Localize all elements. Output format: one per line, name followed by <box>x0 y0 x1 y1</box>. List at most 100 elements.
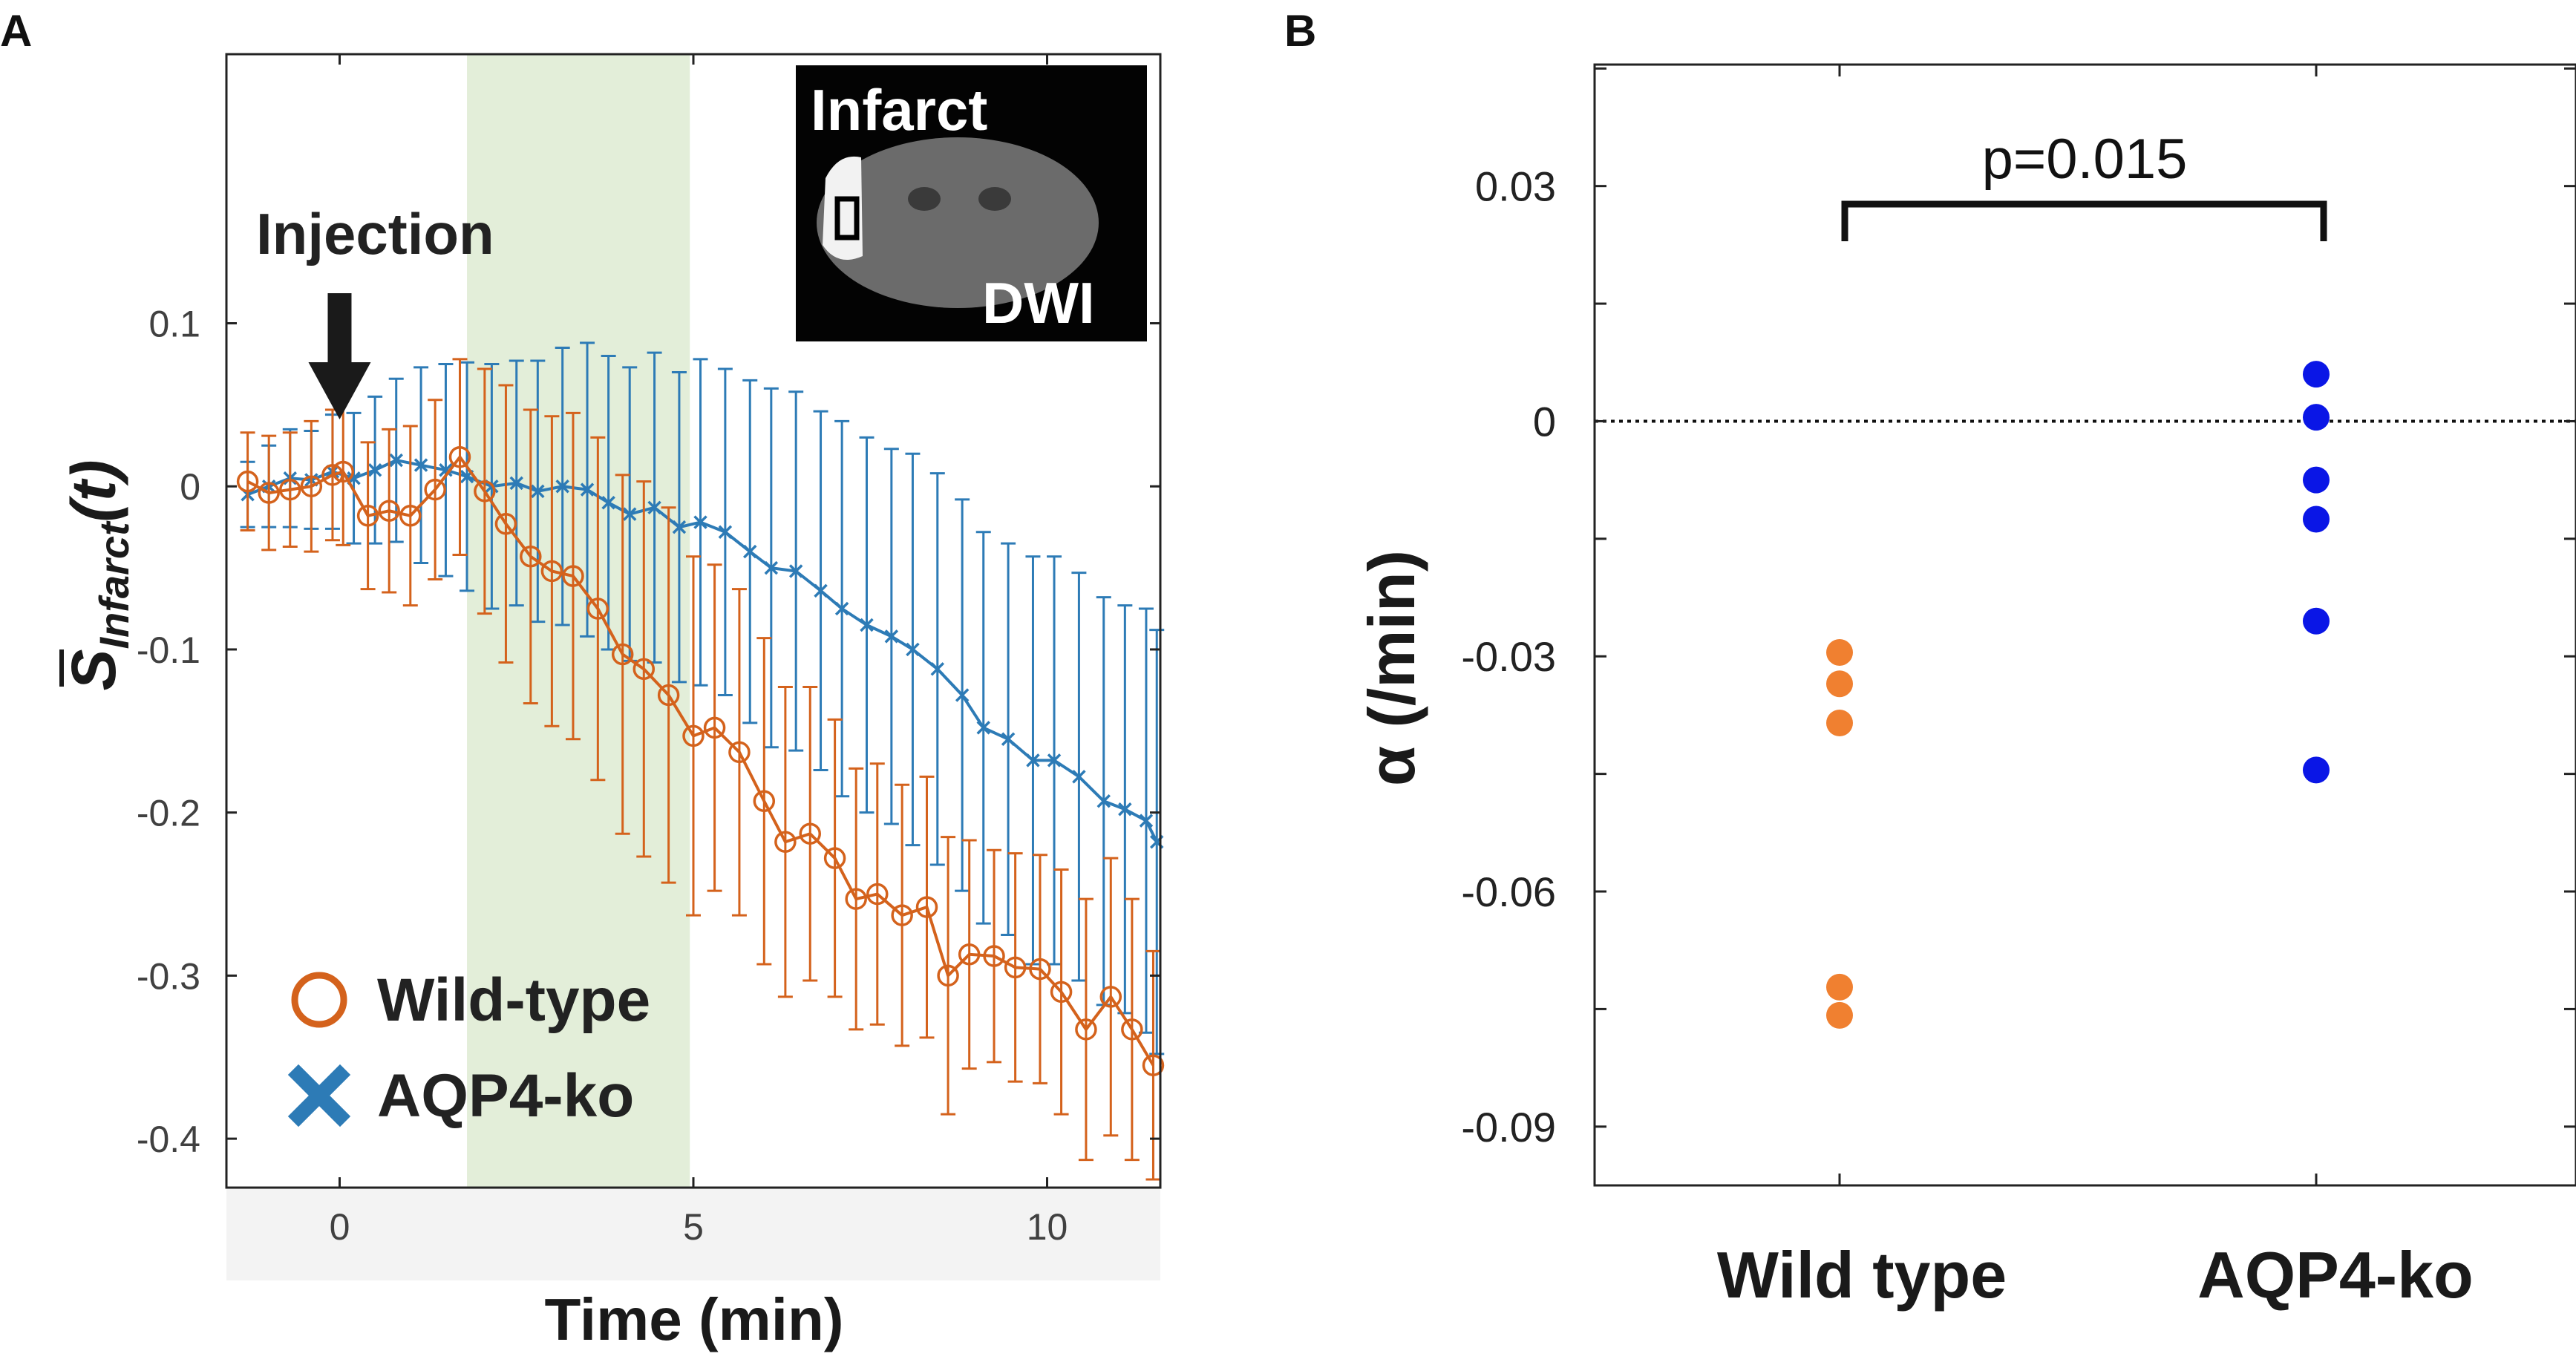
arrow-shaft <box>327 293 352 364</box>
data-point <box>1075 1018 1097 1041</box>
injection-label: Injection <box>256 201 494 266</box>
data-point <box>555 479 569 494</box>
x-tick-label: 0 <box>330 1206 350 1248</box>
data-point <box>1099 986 1122 1008</box>
data-point <box>1826 670 1853 698</box>
data-point <box>439 463 453 477</box>
y-axis-label-suffix: (t) <box>59 459 128 522</box>
series-aqp4-ko <box>240 341 1165 1056</box>
data-point <box>236 470 259 493</box>
injection-arrow <box>308 293 371 419</box>
panel-b-label: B <box>1284 6 1316 56</box>
data-point <box>424 478 446 501</box>
data-point <box>399 505 422 527</box>
legend-marker-wild-type <box>291 972 347 1028</box>
injection-window-shade <box>467 54 690 1188</box>
category-label-wild-type: Wild type <box>1717 1238 2007 1312</box>
data-point <box>657 684 680 707</box>
data-point <box>509 476 523 491</box>
data-point <box>915 896 938 918</box>
y-tick-label: -0.03 <box>1461 633 1556 680</box>
data-point <box>860 618 874 632</box>
data-point <box>2303 607 2330 635</box>
data-point <box>955 688 970 702</box>
brain-ventricle <box>908 187 941 211</box>
data-point <box>983 945 1005 967</box>
y-tick-label: -0.3 <box>137 955 200 997</box>
series-wild-type <box>236 358 1165 1181</box>
y-tick-label: -0.4 <box>137 1119 200 1160</box>
data-point <box>1826 709 1853 736</box>
data-point <box>367 463 382 477</box>
data-point <box>891 904 913 926</box>
brain-ventricle <box>978 187 1011 211</box>
data-point <box>788 564 803 578</box>
data-point <box>1826 638 1853 666</box>
dwi-inset: Infarct DWI <box>796 65 1147 341</box>
data-point <box>1826 1001 1853 1029</box>
data-point <box>1096 794 1111 808</box>
chart-a: 0.1 0 -0.1 -0.2 -0.3 -0.4 0 5 10 Infarct DWI Inj… <box>59 53 1165 1352</box>
legend-marker-aqp4-ko <box>287 1064 351 1128</box>
data-point <box>300 475 323 497</box>
bracket-line <box>1841 200 2327 241</box>
data-point <box>693 515 707 529</box>
x-tick-label: 5 <box>683 1206 704 1248</box>
data-point <box>703 716 726 739</box>
data-point <box>562 565 584 587</box>
y-tick-label: -0.1 <box>137 629 200 671</box>
data-point <box>332 460 354 483</box>
data-point <box>258 482 280 504</box>
data-point <box>622 507 637 521</box>
data-point <box>1026 753 1040 768</box>
data-point <box>601 495 615 510</box>
data-point <box>2303 466 2330 494</box>
y-axis-label: SInfarct(t) <box>59 459 137 690</box>
data-point <box>799 822 821 845</box>
data-point <box>580 482 595 497</box>
data-point <box>1072 770 1086 784</box>
y-tick-label: -0.2 <box>137 793 200 834</box>
y-axis-label: α (/min) <box>1355 550 1428 786</box>
data-point <box>1004 956 1027 979</box>
chart-b: 0.03 0 -0.03 -0.06 -0.09 p=0.015 Wild type A… <box>1355 63 2576 1312</box>
data-point <box>321 464 344 486</box>
y-axis-label-main: S <box>59 649 128 691</box>
data-point <box>906 642 920 657</box>
data-point <box>2303 361 2330 388</box>
x-axis-band <box>226 1188 1160 1280</box>
data-point <box>672 520 687 534</box>
y-tick-label: -0.09 <box>1461 1104 1556 1151</box>
y-tick-label: 0 <box>1533 398 1556 445</box>
infarct-region <box>823 156 863 260</box>
data-point <box>774 831 797 853</box>
data-point <box>2303 404 2330 431</box>
data-point <box>448 445 471 468</box>
data-point <box>1826 973 1853 1001</box>
data-point <box>728 741 751 764</box>
series-aqp4-ko <box>2303 361 2330 784</box>
data-point <box>1047 753 1062 768</box>
data-point <box>540 560 563 583</box>
data-point <box>743 544 757 559</box>
data-point <box>494 513 517 535</box>
data-point <box>413 458 428 472</box>
data-point <box>279 478 301 501</box>
data-point <box>378 500 400 522</box>
data-point <box>930 662 945 676</box>
data-point <box>937 964 959 987</box>
y-tick-label: -0.06 <box>1461 868 1556 915</box>
y-tick-label: 0.1 <box>148 304 200 345</box>
data-point <box>823 847 846 869</box>
data-point <box>1029 958 1051 981</box>
arrow-head <box>308 362 371 419</box>
data-point <box>753 790 776 813</box>
data-point <box>1118 802 1132 816</box>
data-point <box>1001 732 1016 747</box>
data-point <box>718 525 733 539</box>
significance-bracket: p=0.015 <box>1841 128 2327 241</box>
svg-text:SInfarct(t): SInfarct(t) <box>59 459 137 690</box>
data-point <box>958 943 981 966</box>
data-point <box>834 601 849 616</box>
roi-box <box>834 196 860 240</box>
